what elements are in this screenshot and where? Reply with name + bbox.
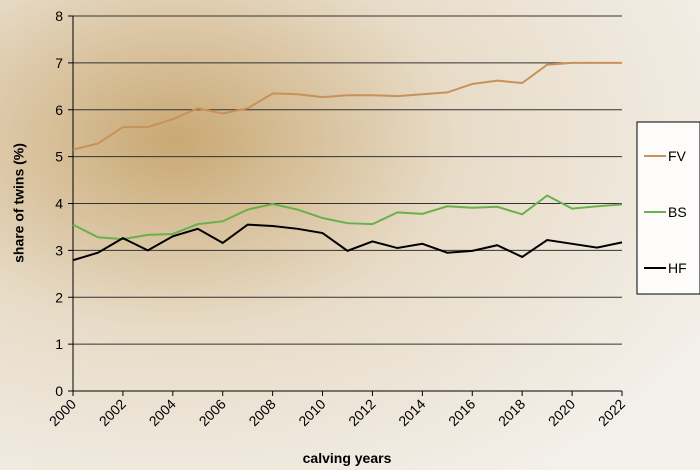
y-tick-label: 6: [55, 102, 63, 118]
line: [72, 61, 622, 151]
legend: [636, 121, 700, 295]
y-tick-label: 2: [55, 289, 63, 305]
y-tick-label: 5: [55, 149, 63, 165]
legend-label: HF: [668, 260, 687, 276]
y-tick-label: 7: [55, 55, 63, 71]
y-tick-label: 3: [55, 242, 63, 258]
y-axis-title: share of twins (%): [11, 143, 27, 263]
line: [72, 194, 623, 241]
y-tick-label: 1: [55, 336, 63, 352]
legend-label: FV: [668, 148, 687, 164]
y-tick-label: 8: [55, 8, 63, 24]
line: [72, 223, 623, 262]
y-tick-label: 0: [55, 383, 63, 399]
x-axis-title: calving years: [303, 450, 392, 466]
y-tick-label: 4: [55, 196, 63, 212]
legend-label: BS: [668, 204, 687, 220]
